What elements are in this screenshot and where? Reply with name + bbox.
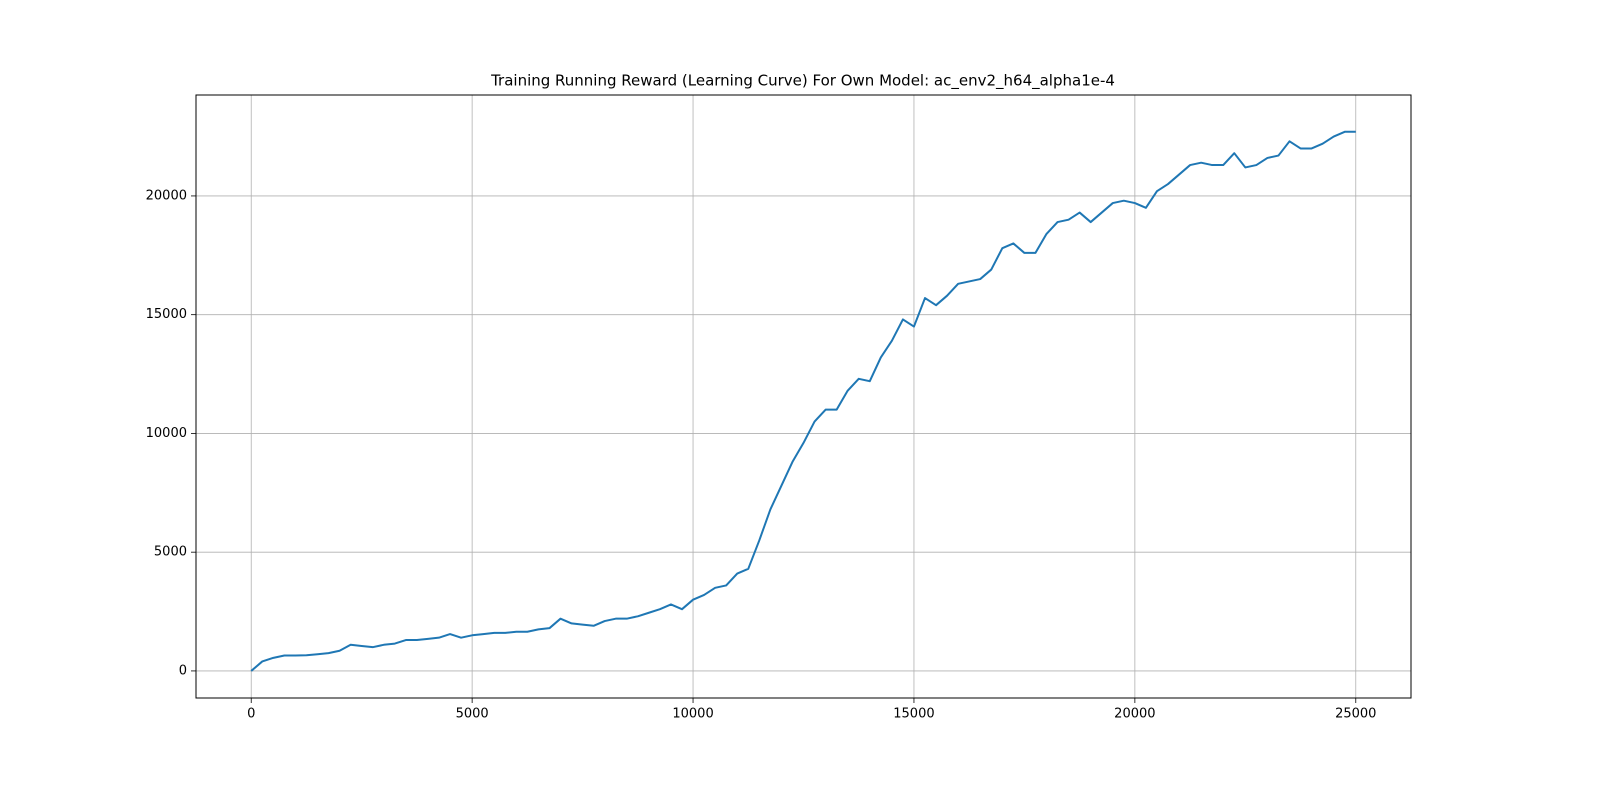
- plot-frame: [195, 94, 1412, 699]
- y-tick-label: 10000: [146, 426, 187, 441]
- x-tick-label: 0: [247, 707, 255, 722]
- x-tick-label: 20000: [1114, 707, 1155, 722]
- y-tick-label: 15000: [146, 307, 187, 322]
- x-tick-label: 5000: [456, 707, 489, 722]
- data-line: [250, 130, 1356, 672]
- y-tick-label: 20000: [146, 188, 187, 203]
- y-tick-label: 5000: [154, 545, 187, 560]
- y-tick-label: 0: [179, 663, 187, 678]
- chart-title: Training Running Reward (Learning Curve)…: [490, 72, 1115, 91]
- x-tick-label: 15000: [893, 707, 934, 722]
- x-tick-label: 25000: [1335, 707, 1376, 722]
- x-tick-label: 10000: [672, 707, 713, 722]
